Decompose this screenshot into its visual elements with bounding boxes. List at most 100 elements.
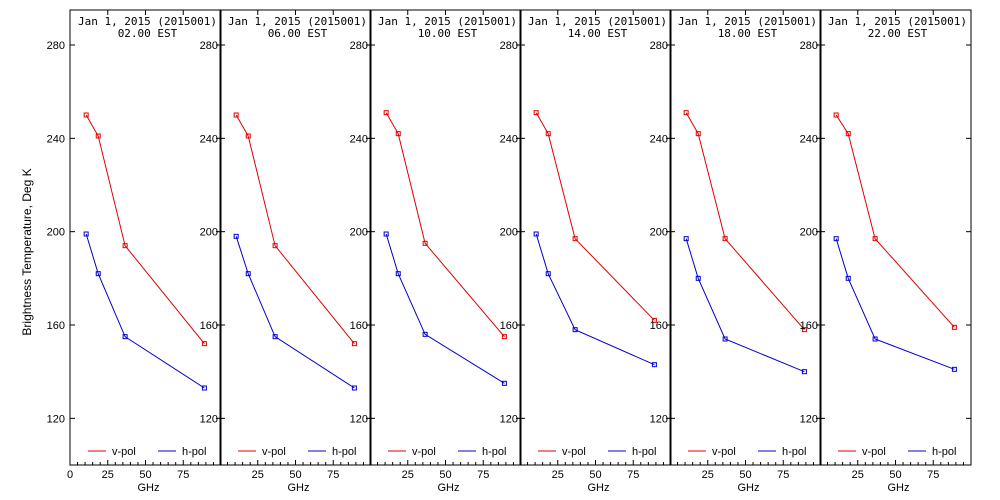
x-tick-label: 50 — [289, 469, 301, 481]
series-line-v-pol — [385, 112, 505, 338]
legend-label-h-pol: h-pol — [632, 446, 656, 458]
data-point-v-pol — [395, 131, 401, 137]
y-tick-label: 280 — [200, 40, 218, 52]
legend-label-h-pol: h-pol — [932, 446, 956, 458]
series-line-h-pol — [385, 233, 505, 384]
data-point-v-pol — [695, 131, 701, 137]
legend-label-h-pol: h-pol — [182, 446, 206, 458]
data-point-v-pol — [845, 131, 851, 137]
y-tick-label: 280 — [800, 40, 818, 52]
panel-title: Jan 1, 2015 (2015001) — [828, 15, 967, 28]
y-tick-label: 160 — [650, 320, 668, 332]
x-tick-label: 75 — [627, 469, 639, 481]
y-tick-label: 240 — [800, 133, 818, 145]
legend: v-pol h-pol — [238, 446, 356, 458]
panel-1: Jan 1, 2015 (2015001)02.00 EST 120 160 200 2… — [47, 9, 222, 494]
data-point-h-pol — [695, 275, 701, 281]
x-axis-label: GHz — [738, 482, 760, 494]
panels-group: Jan 1, 2015 (2015001) 02.00 EST 120 160 200 2… — [47, 9, 972, 494]
data-point-h-pol — [651, 362, 657, 368]
data-point-v-pol — [545, 131, 551, 137]
x-tick-label: 75 — [327, 469, 339, 481]
data-point-h-pol — [545, 271, 551, 277]
data-point-h-pol — [272, 334, 278, 340]
series-line-v-pol — [235, 114, 355, 345]
y-tick-label: 120 — [47, 413, 65, 425]
panel-subtitle: 10.00 EST — [418, 27, 478, 40]
legend: v-pol h-pol — [388, 446, 506, 458]
panel-subtitle: 18.00 EST — [718, 27, 778, 40]
x-tick-label: 25 — [102, 469, 114, 481]
panel-5: Jan 1, 2015 (2015001)18.00 EST 120 160 200 2… — [650, 9, 822, 494]
x-tick-label: 25 — [252, 469, 264, 481]
x-tick-label: 75 — [477, 469, 489, 481]
y-tick-label: 280 — [350, 40, 368, 52]
y-tick-label: 240 — [500, 133, 518, 145]
data-point-h-pol — [201, 385, 207, 391]
data-point-v-pol — [245, 133, 251, 139]
panel-title: Jan 1, 2015 (2015001) — [528, 15, 667, 28]
panel-subtitle: 14.00 EST — [568, 27, 628, 40]
y-tick-label: 120 — [200, 413, 218, 425]
y-tick-label: 120 — [650, 413, 668, 425]
data-point-h-pol — [383, 231, 389, 237]
data-point-v-pol — [501, 334, 507, 340]
y-tick-label: 240 — [200, 133, 218, 145]
series-line-h-pol — [685, 238, 805, 373]
x-tick-label: 25 — [702, 469, 714, 481]
legend-label-v-pol: v-pol — [112, 446, 136, 458]
legend-label-v-pol: v-pol — [412, 446, 436, 458]
data-point-h-pol — [801, 369, 807, 375]
data-point-v-pol — [572, 236, 578, 242]
series-line-h-pol — [85, 233, 205, 389]
data-point-v-pol — [872, 236, 878, 242]
data-point-h-pol — [422, 331, 428, 337]
series-line-v-pol — [85, 114, 205, 345]
data-point-v-pol — [122, 243, 128, 249]
y-tick-label: 160 — [500, 320, 518, 332]
y-tick-label: 160 — [200, 320, 218, 332]
legend-label-h-pol: h-pol — [782, 446, 806, 458]
x-axis-label: GHz — [138, 482, 160, 494]
data-point-v-pol — [351, 341, 357, 347]
series-line-h-pol — [535, 233, 655, 366]
legend-label-v-pol: v-pol — [712, 446, 736, 458]
y-tick-label: 160 — [47, 320, 65, 332]
data-point-h-pol — [951, 366, 957, 372]
y-tick-label: 280 — [650, 40, 668, 52]
x-tick-label: 50 — [589, 469, 601, 481]
panel-3: Jan 1, 2015 (2015001)10.00 EST 120 160 200 2… — [350, 9, 522, 494]
x-axis-label: GHz — [288, 482, 310, 494]
x-axis-label: GHz — [888, 482, 910, 494]
legend-label-h-pol: h-pol — [482, 446, 506, 458]
data-point-v-pol — [801, 327, 807, 333]
data-point-v-pol — [272, 243, 278, 249]
x-tick-label: 0 — [67, 469, 73, 481]
data-point-h-pol — [245, 271, 251, 277]
y-axis-label: Brightness Temperature, Deg K — [20, 168, 34, 335]
legend-label-v-pol: v-pol — [262, 446, 286, 458]
x-axis-label: GHz — [588, 482, 610, 494]
data-point-v-pol — [383, 110, 389, 116]
panel-subtitle: 22.00 EST — [868, 27, 928, 40]
legend: v-pol h-pol — [838, 446, 956, 458]
y-tick-label: 120 — [800, 413, 818, 425]
x-tick-label: 50 — [439, 469, 451, 481]
x-tick-label: 75 — [177, 469, 189, 481]
series-line-h-pol — [835, 238, 955, 370]
legend-label-v-pol: v-pol — [862, 446, 886, 458]
y-tick-label: 200 — [800, 227, 818, 239]
legend: v-pol h-pol — [88, 446, 206, 458]
y-tick-label: 200 — [350, 227, 368, 239]
y-tick-label: 200 — [500, 227, 518, 239]
x-tick-label: 75 — [927, 469, 939, 481]
series-line-v-pol — [835, 114, 955, 328]
panel-subtitle: 02.00 EST — [118, 27, 178, 40]
panel-title: Jan 1, 2015 (2015001) — [228, 15, 367, 28]
series-line-v-pol — [535, 112, 655, 321]
panel-4: Jan 1, 2015 (2015001)14.00 EST 120 160 200 2… — [500, 9, 672, 494]
x-tick-label: 50 — [739, 469, 751, 481]
x-tick-label: 50 — [889, 469, 901, 481]
